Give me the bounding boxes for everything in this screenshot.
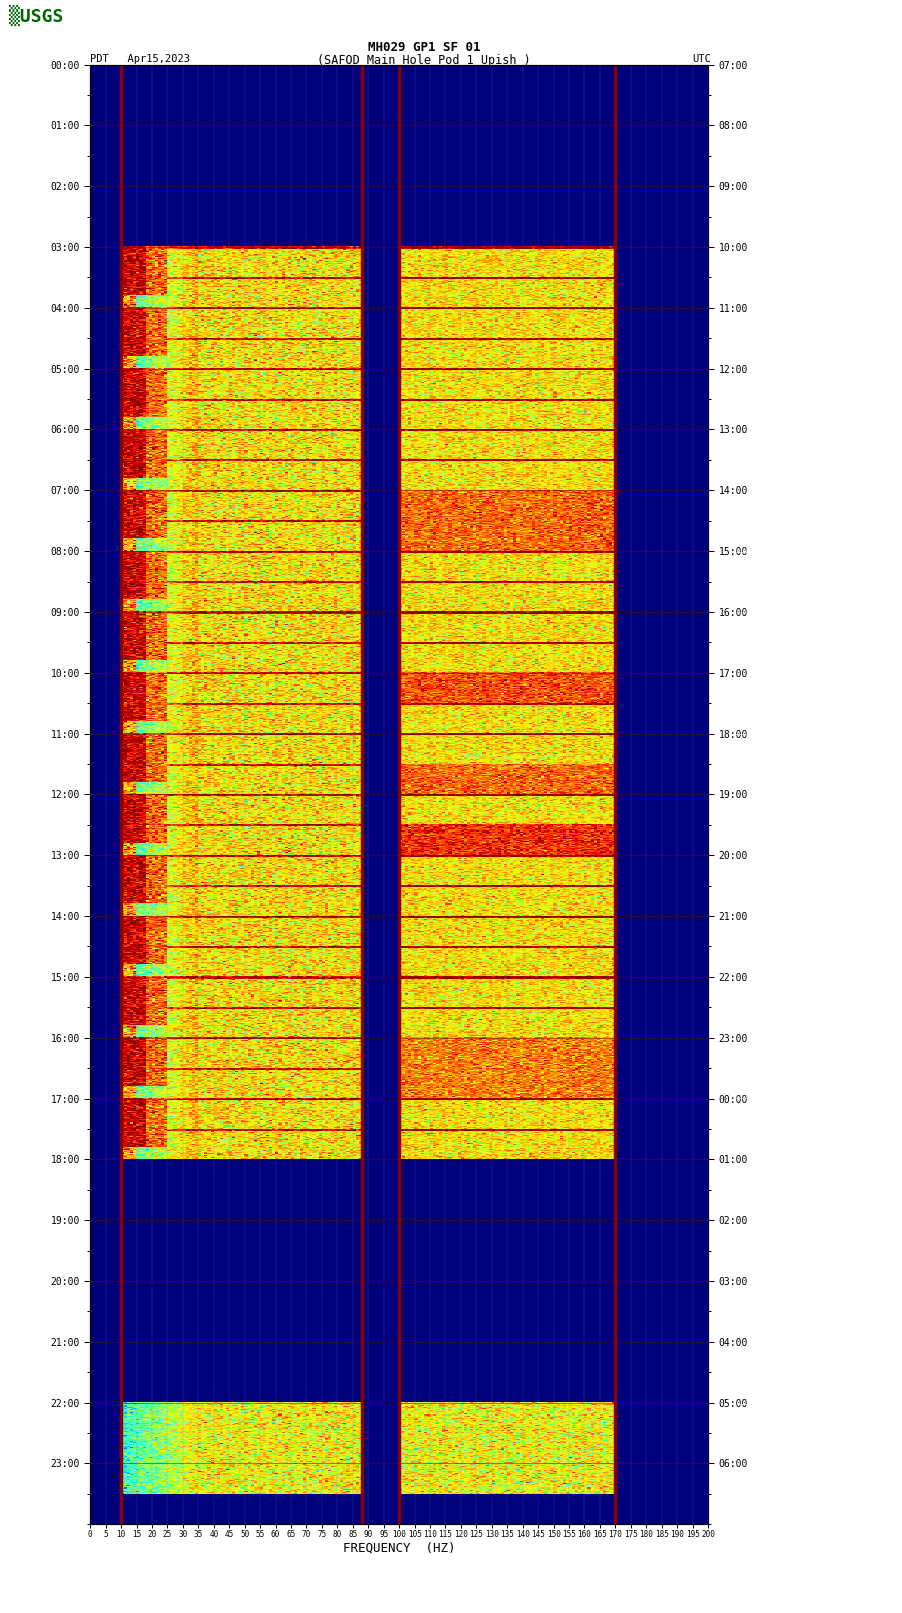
Text: UTC: UTC (692, 53, 711, 65)
Text: PDT   Apr15,2023: PDT Apr15,2023 (90, 53, 190, 65)
X-axis label: FREQUENCY  (HZ): FREQUENCY (HZ) (343, 1542, 456, 1555)
Text: (SAFOD Main Hole Pod 1 Upish ): (SAFOD Main Hole Pod 1 Upish ) (318, 53, 530, 68)
Text: ▒USGS: ▒USGS (9, 5, 63, 26)
Text: MH029 GP1 SF 01: MH029 GP1 SF 01 (368, 40, 480, 55)
